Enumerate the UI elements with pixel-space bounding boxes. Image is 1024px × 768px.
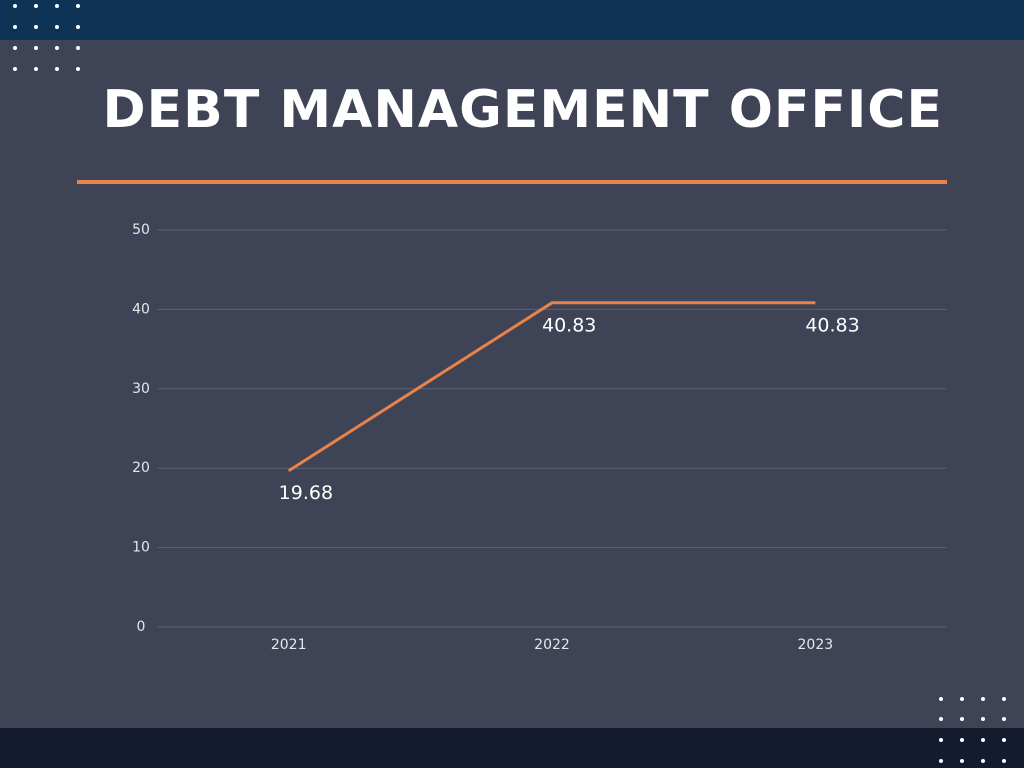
top-bar xyxy=(0,0,1024,40)
dots-bottom-right xyxy=(939,697,1006,763)
y-tick-label: 10 xyxy=(132,540,150,556)
dots-top-left xyxy=(13,4,80,71)
bottom-bar xyxy=(0,728,1024,768)
y-tick-label: 40 xyxy=(132,301,150,317)
x-tick-label: 2022 xyxy=(534,637,570,653)
y-tick-label: 0 xyxy=(137,619,146,635)
line xyxy=(287,301,816,473)
chart-title: DEBT MANAGEMENT OFFICE xyxy=(103,80,944,140)
data-label: 40.83 xyxy=(542,314,596,336)
x-tick-label: 2021 xyxy=(271,637,307,653)
y-tick-label: 50 xyxy=(132,222,150,238)
data-label: 40.83 xyxy=(805,314,859,336)
data-label: 19.68 xyxy=(279,482,333,504)
y-tick-label: 30 xyxy=(132,381,150,397)
y-tick-label: 20 xyxy=(132,460,150,476)
x-tick-label: 2023 xyxy=(798,637,834,653)
